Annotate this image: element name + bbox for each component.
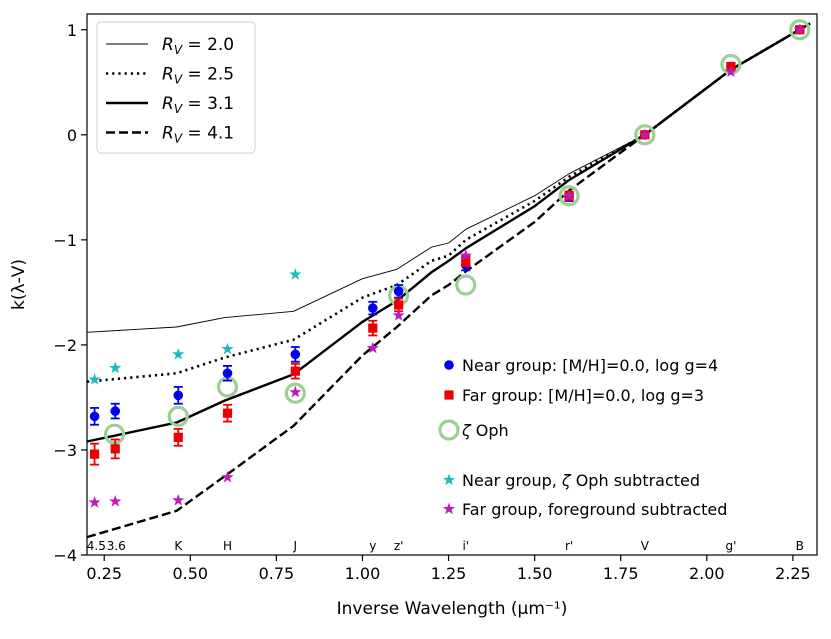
point-series-4 — [88, 496, 100, 508]
legend-group-label: Near group: [M/H]=0.0, log g=4 — [462, 356, 718, 375]
y-tick-label: 0 — [67, 126, 77, 145]
point-series-4 — [109, 495, 121, 507]
x-tick-label: 1.00 — [345, 564, 381, 583]
x-tick-label: 1.50 — [517, 564, 553, 583]
y-tick-label: −1 — [53, 231, 77, 250]
point-series-0 — [90, 412, 100, 422]
point-series-3 — [172, 348, 184, 360]
point-series-0 — [394, 287, 404, 297]
legend-rv-label: RV = 2.5 — [162, 65, 234, 87]
point-series-3 — [88, 373, 100, 385]
band-label: i' — [462, 539, 469, 553]
point-series-0 — [368, 303, 378, 313]
point-series-4 — [289, 386, 301, 398]
point-series-1 — [90, 450, 99, 459]
legend-group-label: Far group: [M/H]=0.0, log g=3 — [462, 386, 704, 405]
legend-marker — [443, 474, 455, 486]
y-tick-label: −2 — [53, 336, 77, 355]
legend-marker — [444, 390, 453, 399]
legend-marker — [443, 503, 455, 515]
extinction-chart: 0.25 0.50 0.75 1.00 1.25 1.50 1.75 2.00 2.25 −4 −3… — [0, 0, 831, 639]
x-tick-label: 0.75 — [259, 564, 295, 583]
y-tick-label: 1 — [67, 21, 77, 40]
point-series-4 — [172, 494, 184, 506]
legend-marker — [444, 360, 454, 370]
y-tick-label: −4 — [53, 546, 77, 565]
legend-rv-label: RV = 4.1 — [162, 124, 234, 146]
point-series-3 — [109, 362, 121, 374]
band-label: K — [174, 539, 183, 553]
x-tick-label: 0.50 — [172, 564, 208, 583]
band-label: 4.5 — [87, 539, 106, 553]
x-tick-label: 0.25 — [86, 564, 122, 583]
point-series-1 — [394, 300, 403, 309]
point-series-1 — [223, 409, 232, 418]
band-label: J — [293, 539, 298, 553]
legend-group-label: Far group, foreground subtracted — [462, 500, 727, 519]
x-tick-label: 2.00 — [689, 564, 725, 583]
band-label: V — [641, 539, 650, 553]
legend-group-label: Near group, ζ Oph subtracted — [462, 471, 700, 490]
point-series-4 — [221, 471, 233, 483]
point-series-0 — [291, 350, 301, 360]
band-label: y — [369, 539, 376, 553]
point-series-1 — [368, 323, 377, 332]
x-tick-label: 2.25 — [775, 564, 811, 583]
band-label: z' — [394, 539, 404, 553]
point-series-0 — [223, 368, 233, 378]
band-label: B — [796, 539, 804, 553]
x-tick-label: 1.75 — [603, 564, 639, 583]
point-series-2 — [457, 276, 475, 294]
legend-groups: Near group: [M/H]=0.0, log g=4 Far group:… — [440, 356, 727, 519]
legend-group-label: ζ Oph — [461, 421, 509, 440]
point-series-1 — [291, 367, 300, 376]
point-series-1 — [111, 444, 120, 453]
band-label: r' — [565, 539, 573, 553]
point-series-0 — [110, 406, 120, 416]
point-series-3 — [221, 343, 233, 355]
legend-rv-label: RV = 2.0 — [162, 35, 234, 57]
y-axis-label: k(λ-V) — [9, 259, 29, 310]
y-tick-label: −3 — [53, 441, 77, 460]
point-series-3 — [289, 268, 301, 280]
band-label: H — [223, 539, 232, 553]
band-label: g' — [725, 539, 736, 553]
band-label: 3.6 — [107, 539, 126, 553]
x-tick-label: 1.25 — [431, 564, 467, 583]
point-series-0 — [173, 391, 183, 401]
x-axis-label: Inverse Wavelength (μm⁻¹) — [337, 599, 568, 619]
legend-rv-label: RV = 3.1 — [162, 94, 234, 116]
legend-rv: RV = 2.0 RV = 2.5 RV = 3.1 RV = 4.1 — [97, 22, 255, 153]
point-series-1 — [174, 433, 183, 442]
legend-marker — [440, 421, 458, 439]
